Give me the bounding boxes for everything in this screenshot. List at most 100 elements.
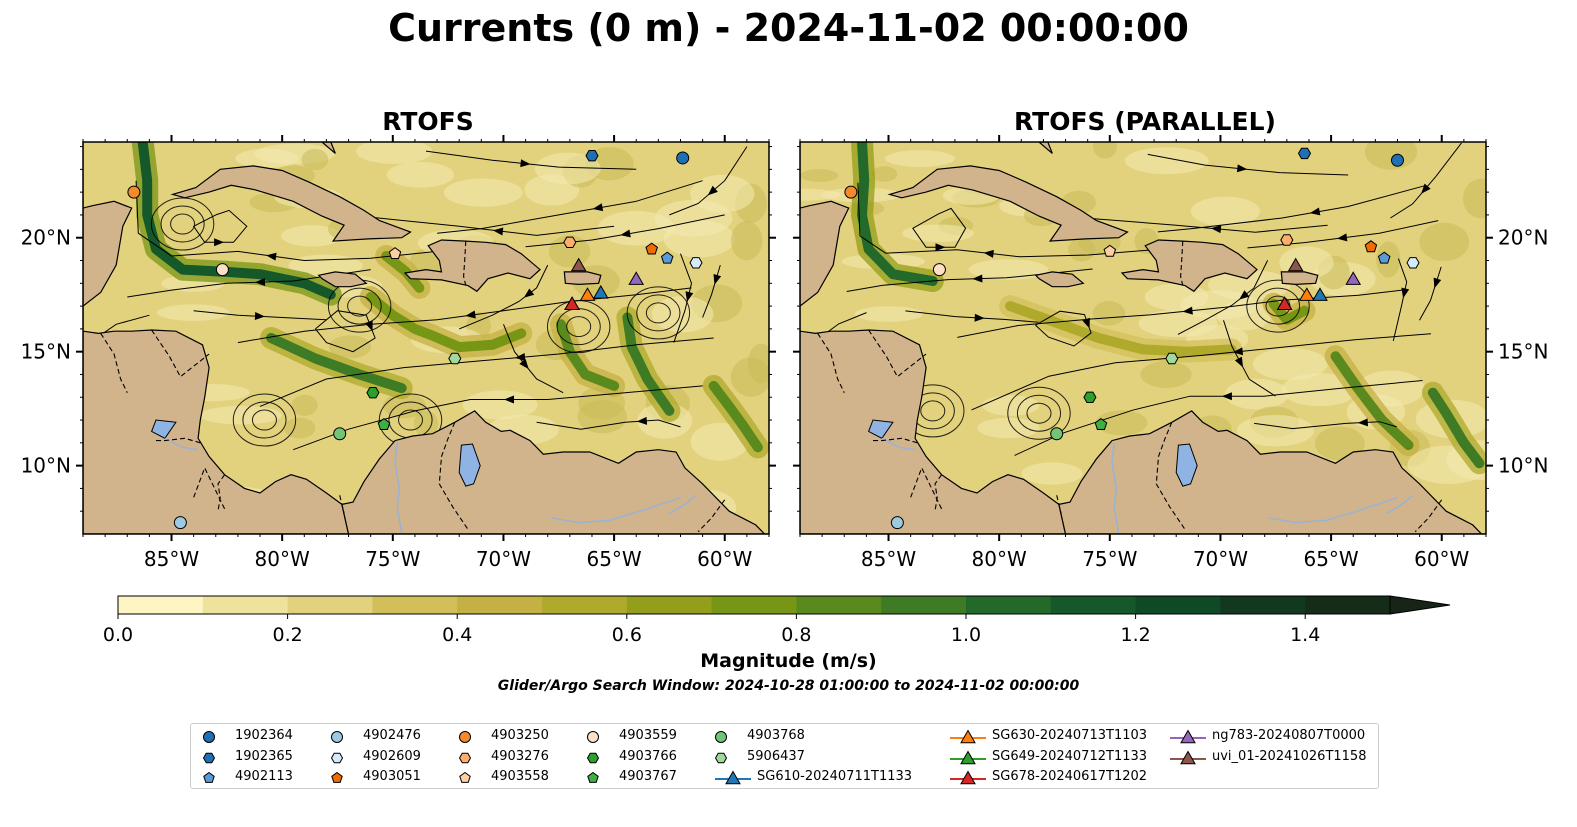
y-tick-label: 20°N: [21, 226, 71, 250]
streamline-arrow: [1421, 183, 1431, 194]
colorbar-segment: [626, 596, 713, 614]
legend-marker-icon: [714, 752, 728, 763]
x-tick-label: 65°W: [586, 547, 641, 571]
legend-marker-icon: [459, 731, 471, 743]
country-border: [697, 499, 726, 533]
eddy-streamline: [566, 316, 592, 338]
streamline-arrow: [1433, 277, 1442, 289]
panel-frame: [82, 141, 770, 535]
streamline-arrow: [520, 159, 531, 168]
river: [1385, 494, 1414, 515]
marker-SG630-20240713T1103: [579, 287, 596, 301]
marker-SG610-20240711T1133: [592, 284, 609, 299]
colorbar-segment: [711, 596, 797, 614]
lake: [867, 419, 894, 439]
legend-marker-icon: [330, 752, 344, 763]
streamline-arrow: [465, 310, 476, 319]
legend-marker-icon: [587, 731, 599, 743]
streamline: [293, 385, 703, 451]
current-ribbon: [1427, 387, 1485, 469]
marker-uvi_01-20241026T1158: [570, 257, 587, 272]
x-tick-label: 80°W: [972, 547, 1027, 571]
streamline-arrow: [620, 229, 631, 238]
legend-label: 4902113: [235, 769, 293, 784]
legend-marker-icon: [950, 749, 986, 764]
current-ribbon: [1330, 351, 1414, 451]
legend-marker-icon: [331, 731, 343, 743]
colorbar-segment: [542, 596, 628, 614]
legend-label: 4903766: [619, 748, 677, 764]
y-tick-label: 10°N: [21, 454, 71, 478]
legend-marker-icon: [1170, 749, 1206, 764]
colorbar-segment: [372, 596, 458, 614]
legend-label: uvi_01-20241026T1158: [1212, 748, 1367, 764]
country-border: [339, 495, 345, 514]
country-border: [193, 466, 226, 510]
streamline-arrow: [1357, 418, 1368, 427]
legend-marker-icon: [203, 731, 215, 743]
map-panel-rtofs: 85°W 80°W 75°W 70°W 65°W 60°W 20°N 15°N 10°N: [21, 135, 776, 571]
land-andros: [1038, 142, 1053, 154]
lake: [150, 419, 177, 439]
country-border: [1180, 241, 1184, 286]
colorbar-segment: [118, 596, 204, 614]
streamline-arrow: [254, 312, 265, 321]
streamline-arrow: [1401, 287, 1410, 299]
legend-label: ng783-20240807T0000: [1212, 728, 1366, 743]
y-tick-label: 20°N: [1498, 226, 1548, 250]
eddy-streamline: [160, 205, 205, 243]
land-andros: [321, 142, 336, 154]
country-border: [463, 241, 467, 286]
streamline: [1419, 266, 1442, 321]
marker-SG678-20240617T1202: [564, 296, 580, 310]
streamline: [702, 264, 721, 318]
river: [551, 496, 681, 524]
colorbar-frame: [117, 595, 1391, 615]
colorbar: 0.0 0.2 0.4 0.6 0.8 1.0 1.2 1.4: [103, 595, 1451, 646]
streamline-arrow: [636, 416, 648, 425]
marker-5906437: [1165, 352, 1179, 365]
streamline-arrow: [974, 313, 985, 322]
legend-marker-icon: [459, 771, 471, 783]
y-tick-label: 10°N: [1498, 454, 1548, 478]
x-tick-label: 70°W: [476, 547, 531, 571]
river: [394, 442, 403, 534]
colorbar-segment: [966, 596, 1052, 614]
legend-label: 4903051: [363, 769, 421, 784]
colorbar-segment: [796, 596, 882, 614]
streamline: [1035, 310, 1092, 347]
colorbar-segment: [287, 596, 373, 614]
streamline-arrow: [255, 278, 266, 287]
lake: [458, 443, 481, 487]
legend-marker-icon: [715, 731, 727, 743]
legend-label: 4902609: [363, 748, 421, 764]
y-tick-label: 15°N: [1498, 340, 1548, 364]
eddy-streamline: [242, 401, 287, 439]
marker-4902476: [890, 516, 904, 530]
legend-label: 1902364: [235, 728, 293, 743]
marker-4903767: [1094, 417, 1108, 430]
x-tick-label: 60°W: [1414, 547, 1469, 571]
marker-4903051: [1364, 240, 1378, 253]
streamline-arrow: [592, 203, 604, 212]
river: [1111, 442, 1120, 534]
streamline-arrow: [1336, 233, 1348, 242]
streamline-arrow: [707, 185, 718, 196]
legend-marker-icon: [202, 752, 216, 763]
country-border: [100, 333, 128, 393]
colorbar-tick-label: 0.2: [272, 624, 302, 646]
country-border: [934, 474, 943, 512]
colorbar-tick-label: 0.6: [612, 624, 642, 646]
land-cuba: [887, 165, 1129, 242]
marker-SG610-20240711T1133: [1312, 287, 1328, 301]
streamline: [1254, 421, 1397, 430]
legend-label: 4903767: [619, 769, 677, 784]
streamline: [912, 207, 967, 248]
country-border: [817, 333, 845, 393]
streamline-arrow: [1239, 290, 1250, 300]
streamline-arrow: [515, 352, 526, 361]
colorbar-tick-label: 0.0: [103, 624, 133, 646]
eddy-streamline: [398, 409, 424, 431]
colorbar-segment: [881, 596, 967, 614]
